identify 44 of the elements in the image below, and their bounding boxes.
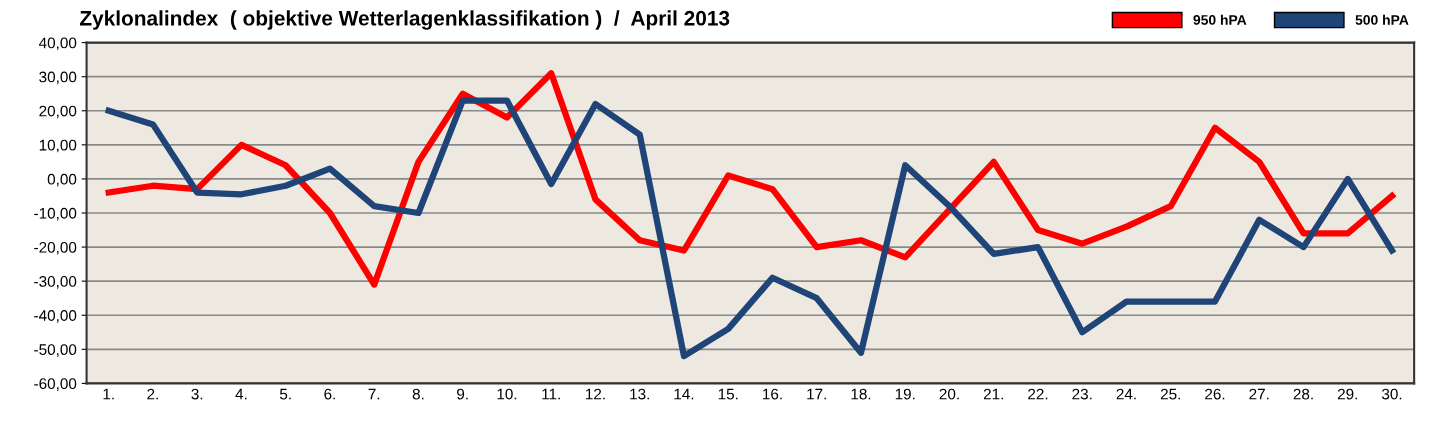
x-tick-label: 16. [763,388,782,400]
x-tick-label: 3. [191,388,203,400]
y-tick-label: -60,00 [34,378,77,391]
x-tick-label: 13. [630,388,649,400]
x-tick-label: 30. [1381,388,1402,400]
x-tick-label: 25. [1160,388,1180,400]
x-tick-label: 27. [1249,388,1269,400]
x-tick-label: 8. [412,388,424,400]
y-tick-label: -10,00 [34,207,77,221]
x-tick-label: 20. [939,388,959,400]
x-tick-label: 18. [851,388,871,400]
x-tick-label: 14. [674,388,694,400]
y-tick-label: -40,00 [34,310,77,323]
y-tick-label: 20,00 [39,105,77,119]
x-tick-label: 26. [1205,388,1225,400]
y-tick-label: 30,00 [39,71,77,85]
y-tick-label: -30,00 [34,276,77,289]
x-tick-label: 15. [718,388,738,400]
x-tick-label: 21. [983,388,1003,400]
y-tick-label: -50,00 [34,344,77,357]
x-tick-label: 22. [1028,388,1048,400]
legend-label: 500 hPA [1355,14,1409,25]
y-tick-label: -20,00 [34,241,77,255]
x-tick-label: 23. [1072,388,1092,400]
x-tick-label: 1. [103,388,114,400]
x-tick-label: 2. [147,388,158,400]
x-tick-label: 10. [497,388,517,400]
x-tick-label: 24. [1116,388,1136,400]
x-tick-label: 6. [324,388,335,400]
x-tick-label: 12. [586,388,605,400]
x-tick-label: 11. [542,388,560,400]
y-tick-label: 10,00 [39,139,77,153]
chart-title: Zyklonalindex ( objektive Wetterlagenklassifikation ) / April 2013 [79,10,730,30]
x-tick-label: 5. [279,388,291,400]
x-tick-label: 17. [807,388,826,400]
x-tick-label: 4. [235,388,247,400]
y-tick-label: 40,00 [38,37,77,51]
x-tick-label: 29. [1337,388,1357,400]
y-tick-label: 0,00 [47,173,77,187]
x-tick-label: 7. [368,388,380,400]
legend-label: 950 hPA [1193,14,1247,25]
x-tick-label: 9. [457,388,468,400]
x-tick-label: 28. [1293,388,1313,400]
x-tick-label: 19. [895,388,915,400]
